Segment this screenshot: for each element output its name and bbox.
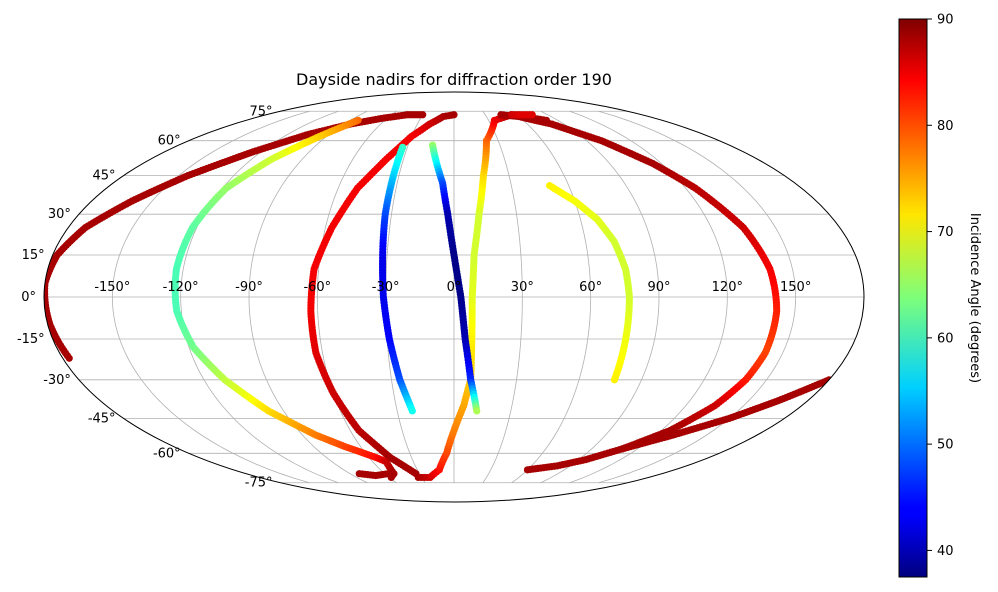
data-point <box>355 470 363 478</box>
longitude-tick-label: 90° <box>647 280 670 295</box>
longitude-gridline <box>540 110 660 484</box>
latitude-tick-label: -15° <box>17 332 45 347</box>
longitude-gridline <box>248 110 368 484</box>
colorbar-ticks: 40 50 60 70 80 90 <box>927 13 954 559</box>
colorbar <box>898 18 928 578</box>
longitude-tick-label: 30° <box>511 280 534 295</box>
data-point <box>473 407 481 415</box>
colorbar-tick-label: 40 <box>937 544 954 559</box>
data-point <box>408 407 416 415</box>
longitude-tick-label: -60° <box>303 280 331 295</box>
latitude-tick-labels: 75° 60° 45° 30° 15° 0° -15° -30° -45° -60° -75° <box>17 104 273 490</box>
longitude-tick-label: 60° <box>579 280 602 295</box>
longitude-tick-label: 0° <box>447 280 462 295</box>
data-point <box>528 111 536 119</box>
map-outline <box>43 91 865 503</box>
longitude-tick-label: 120° <box>712 280 743 295</box>
longitude-tick-label: -90° <box>235 280 263 295</box>
colorbar-tick-label: 60 <box>937 331 954 346</box>
longitude-tick-label: -30° <box>372 280 400 295</box>
latitude-tick-label: 30° <box>48 207 71 222</box>
data-point <box>412 470 420 478</box>
latitude-tick-label: -45° <box>88 411 116 426</box>
longitude-gridline <box>316 110 397 484</box>
data-point <box>523 466 532 474</box>
chart-title: Dayside nadirs for diffraction order 190 <box>296 70 612 89</box>
latitude-tick-label: -30° <box>43 373 71 388</box>
longitude-gridline <box>180 110 339 484</box>
latitude-tick-label: 45° <box>93 169 116 184</box>
longitude-gridline <box>598 110 797 484</box>
data-point <box>419 111 427 119</box>
longitude-tick-label: 150° <box>780 280 811 295</box>
latitude-tick-label: -60° <box>153 446 181 461</box>
longitude-gridline <box>482 111 523 483</box>
colorbar-tick-label: 50 <box>937 438 954 453</box>
latitude-tick-label: 60° <box>158 134 181 149</box>
latitude-tick-label: -75° <box>245 476 273 491</box>
latitude-tick-label: 0° <box>21 290 36 305</box>
longitude-tick-labels: -150° -120° -90° -60° -30° 0° 30° 60° 90° 120° 150… <box>94 280 811 295</box>
graticule <box>44 110 864 484</box>
latitude-tick-label: 15° <box>22 248 45 263</box>
latitude-tick-label: 75° <box>249 104 272 119</box>
colorbar-tick-label: 70 <box>937 225 954 240</box>
data-points <box>44 111 833 482</box>
colorbar-label: Incidence Angle (degrees) <box>967 213 982 383</box>
longitude-gridline <box>111 110 310 484</box>
longitude-tick-label: -150° <box>94 280 130 295</box>
colorbar-tick-label: 80 <box>937 119 954 134</box>
data-point <box>610 376 619 384</box>
colorbar-tick-label: 90 <box>937 13 954 28</box>
longitude-gridline <box>511 110 592 484</box>
longitude-tick-label: -120° <box>163 280 199 295</box>
